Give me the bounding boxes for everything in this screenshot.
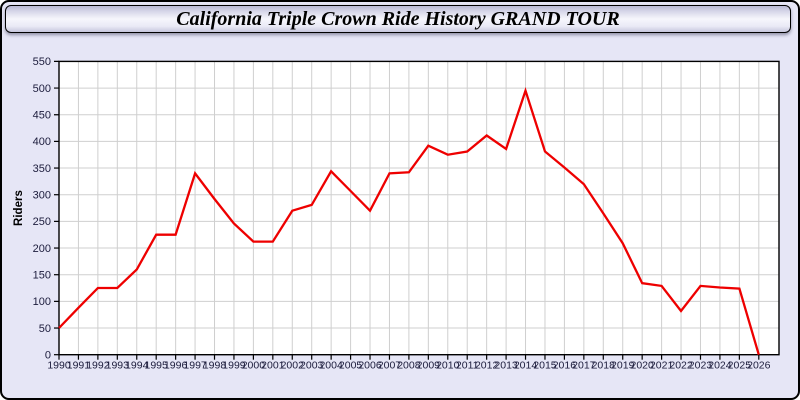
svg-text:2006: 2006 <box>358 360 382 372</box>
svg-text:2000: 2000 <box>242 360 266 372</box>
svg-text:150: 150 <box>33 270 51 282</box>
svg-text:100: 100 <box>33 296 51 308</box>
svg-text:2010: 2010 <box>436 360 460 372</box>
svg-text:1998: 1998 <box>203 360 227 372</box>
svg-text:2021: 2021 <box>650 360 674 372</box>
svg-text:500: 500 <box>33 83 51 95</box>
svg-text:2008: 2008 <box>397 360 421 372</box>
svg-text:1999: 1999 <box>222 360 246 372</box>
svg-text:2022: 2022 <box>669 360 693 372</box>
svg-text:1994: 1994 <box>125 360 149 372</box>
svg-text:1997: 1997 <box>183 360 207 372</box>
svg-text:2020: 2020 <box>630 360 654 372</box>
svg-text:200: 200 <box>33 243 51 255</box>
svg-text:1991: 1991 <box>67 360 91 372</box>
svg-text:1990: 1990 <box>47 360 71 372</box>
svg-text:250: 250 <box>33 216 51 228</box>
svg-text:2002: 2002 <box>281 360 305 372</box>
svg-text:2025: 2025 <box>728 360 752 372</box>
chart-title: California Triple Crown Ride History GRA… <box>176 7 620 30</box>
svg-text:2009: 2009 <box>417 360 441 372</box>
svg-text:2016: 2016 <box>553 360 577 372</box>
svg-text:1993: 1993 <box>106 360 130 372</box>
svg-text:300: 300 <box>33 190 51 202</box>
y-axis-title: Riders <box>13 190 25 226</box>
riders-series-line <box>58 87 760 356</box>
svg-text:550: 550 <box>33 56 51 68</box>
svg-text:1992: 1992 <box>86 360 110 372</box>
svg-text:50: 50 <box>39 323 51 335</box>
title-bar: California Triple Crown Ride History GRA… <box>5 5 791 33</box>
svg-text:1995: 1995 <box>145 360 169 372</box>
svg-text:2015: 2015 <box>533 360 557 372</box>
svg-text:2026: 2026 <box>747 360 771 372</box>
tick-marks <box>54 60 760 360</box>
gridlines <box>59 61 779 355</box>
svg-text:2005: 2005 <box>339 360 363 372</box>
svg-text:2017: 2017 <box>572 360 596 372</box>
plot-frame <box>58 60 780 356</box>
svg-text:2014: 2014 <box>514 360 538 372</box>
svg-text:2001: 2001 <box>261 360 285 372</box>
svg-text:350: 350 <box>33 163 51 175</box>
plot-area <box>59 61 779 355</box>
svg-text:2003: 2003 <box>300 360 324 372</box>
svg-text:2023: 2023 <box>689 360 713 372</box>
svg-text:2007: 2007 <box>378 360 402 372</box>
svg-text:2019: 2019 <box>611 360 635 372</box>
svg-text:2013: 2013 <box>494 360 518 372</box>
svg-text:2018: 2018 <box>592 360 616 372</box>
svg-text:0: 0 <box>45 350 51 362</box>
svg-text:2024: 2024 <box>708 360 732 372</box>
y-axis-labels: 0 50 100 150 200 250 300 350 400 450 500 550 <box>33 56 51 361</box>
svg-text:2004: 2004 <box>319 360 343 372</box>
svg-text:2012: 2012 <box>475 360 499 372</box>
svg-text:2011: 2011 <box>456 360 479 372</box>
svg-text:450: 450 <box>33 110 51 122</box>
svg-text:400: 400 <box>33 136 51 148</box>
x-axis-labels: 1990199119921993199419951996199719981999… <box>47 360 770 372</box>
svg-text:1996: 1996 <box>164 360 188 372</box>
